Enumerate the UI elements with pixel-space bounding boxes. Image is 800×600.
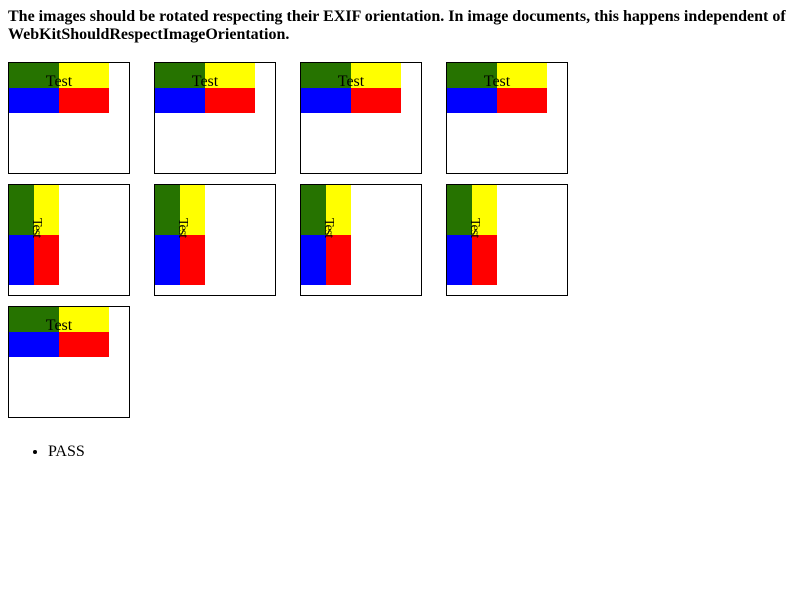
quadrant-bottom-left — [9, 332, 59, 357]
test-image: Test — [9, 307, 109, 357]
result-item: PASS — [48, 440, 85, 464]
image-row: Test — [8, 306, 592, 418]
quadrant-top-left — [447, 185, 472, 235]
image-label: Test — [337, 73, 365, 90]
quadrant-bottom-left — [301, 88, 351, 113]
image-label: Test — [175, 218, 190, 238]
quadrant-top-left — [155, 63, 205, 88]
image-frame: Test — [8, 184, 130, 296]
quadrant-top-right — [205, 63, 255, 88]
quadrant-top-left — [9, 307, 59, 332]
quadrant-top-right — [180, 185, 205, 235]
image-frame: Test — [8, 306, 130, 418]
quadrant-top-right — [59, 63, 109, 88]
results-list: PASS — [8, 440, 85, 464]
test-image: Test — [447, 63, 547, 113]
image-row: Test Test Test Test — [8, 184, 592, 296]
quadrant-top-right — [59, 307, 109, 332]
quadrant-bottom-left — [447, 235, 472, 285]
image-label: Test — [321, 218, 336, 238]
quadrant-bottom-left — [155, 235, 180, 285]
test-image: Test — [9, 63, 109, 113]
quadrant-bottom-right — [59, 88, 109, 113]
test-image: Test — [155, 63, 255, 113]
image-label: Test — [45, 317, 73, 334]
quadrant-top-right — [497, 63, 547, 88]
image-grid: Test Test Test Test Test Test Test Test Test — [8, 62, 592, 428]
image-frame: Test — [446, 62, 568, 174]
quadrant-top-right — [34, 185, 59, 235]
quadrant-bottom-right — [34, 235, 59, 285]
quadrant-bottom-right — [326, 235, 351, 285]
image-frame: Test — [446, 184, 568, 296]
quadrant-top-left — [9, 63, 59, 88]
image-frame: Test — [154, 62, 276, 174]
image-label: Test — [467, 218, 482, 238]
quadrant-bottom-left — [9, 88, 59, 113]
test-image: Test — [155, 185, 205, 285]
test-image: Test — [301, 185, 351, 285]
image-frame: Test — [154, 184, 276, 296]
image-frame: Test — [300, 62, 422, 174]
quadrant-top-left — [301, 63, 351, 88]
quadrant-top-right — [351, 63, 401, 88]
quadrant-bottom-right — [472, 235, 497, 285]
quadrant-bottom-left — [155, 88, 205, 113]
image-label: Test — [29, 218, 44, 238]
quadrant-top-left — [301, 185, 326, 235]
test-image: Test — [301, 63, 401, 113]
quadrant-top-left — [9, 185, 34, 235]
test-image: Test — [9, 185, 59, 285]
quadrant-bottom-right — [497, 88, 547, 113]
quadrant-bottom-right — [205, 88, 255, 113]
quadrant-top-left — [447, 63, 497, 88]
quadrant-top-right — [326, 185, 351, 235]
quadrant-bottom-right — [180, 235, 205, 285]
quadrant-top-left — [155, 185, 180, 235]
quadrant-bottom-right — [59, 332, 109, 357]
image-frame: Test — [8, 62, 130, 174]
image-row: Test Test Test Test — [8, 62, 592, 174]
quadrant-bottom-right — [351, 88, 401, 113]
image-label: Test — [45, 73, 73, 90]
image-label: Test — [191, 73, 219, 90]
image-label: Test — [483, 73, 511, 90]
quadrant-bottom-left — [301, 235, 326, 285]
image-frame: Test — [300, 184, 422, 296]
quadrant-bottom-left — [447, 88, 497, 113]
page-heading: The images should be rotated respecting … — [8, 8, 786, 43]
quadrant-bottom-left — [9, 235, 34, 285]
quadrant-top-right — [472, 185, 497, 235]
test-image: Test — [447, 185, 497, 285]
